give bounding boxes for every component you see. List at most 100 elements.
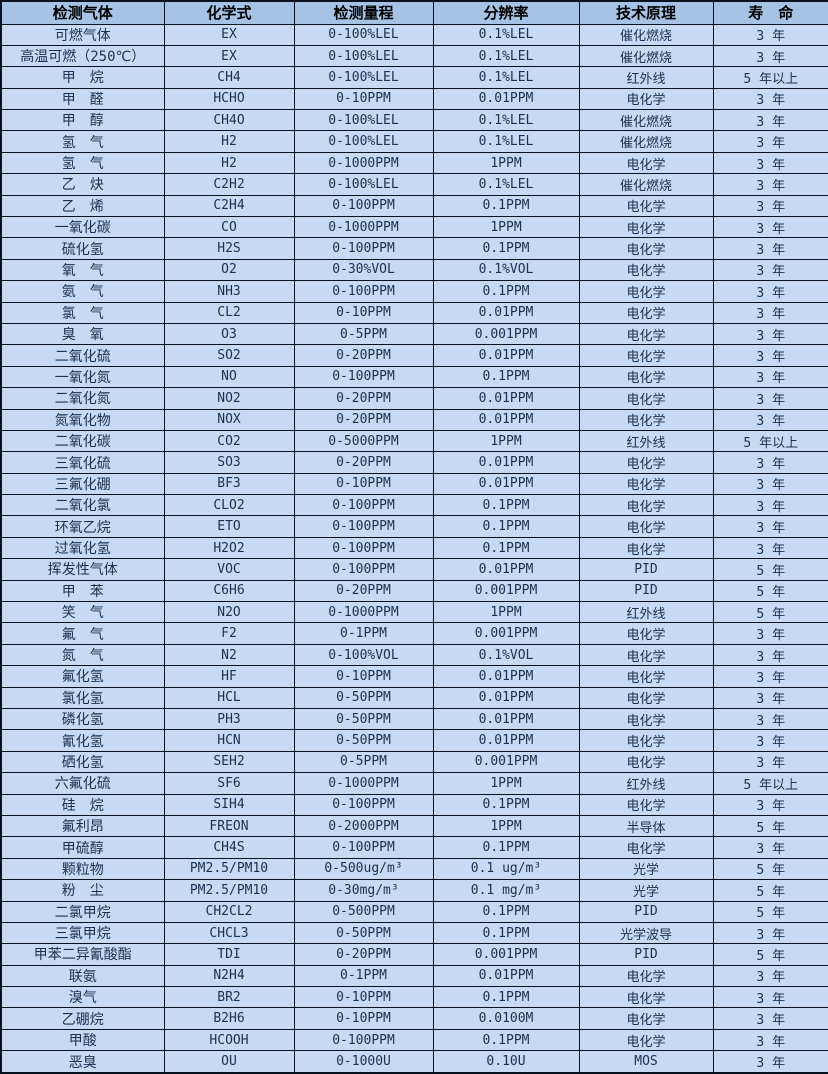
cell-range: 0-100%LEL bbox=[293, 44, 434, 68]
cell-principle: 电化学 bbox=[578, 151, 714, 175]
cell-principle: 电化学 bbox=[578, 536, 714, 560]
cell-lifespan: 5 年 bbox=[712, 943, 828, 966]
cell-principle: 电化学 bbox=[578, 622, 714, 645]
cell-formula: O2 bbox=[163, 258, 295, 282]
cell-range: 0-20PPM bbox=[293, 387, 434, 410]
cell-formula: FREON bbox=[163, 814, 295, 838]
cell-range: 0-20PPM bbox=[293, 451, 434, 474]
cell-range: 0-100%LEL bbox=[293, 130, 434, 153]
cell-gas-name: 甲硫醇 bbox=[0, 836, 165, 859]
cell-principle: PID bbox=[578, 558, 714, 581]
cell-lifespan: 3 年 bbox=[712, 494, 828, 517]
cell-formula: HCHO bbox=[163, 87, 295, 111]
col-header-formula: 化学式 bbox=[163, 0, 295, 25]
cell-range: 0-100PPM bbox=[293, 1028, 434, 1052]
cell-formula: N2O bbox=[163, 601, 295, 624]
table-row: 磷化氢 PH3 0-50PPM 0.01PPM 电化学 3 年 bbox=[0, 707, 828, 731]
cell-formula: CH4S bbox=[163, 836, 295, 859]
cell-formula: H2 bbox=[163, 130, 295, 153]
table-row: 硒化氢 SEH2 0-5PPM 0.001PPM 电化学 3 年 bbox=[0, 750, 828, 774]
table-row: 可燃气体 EX 0-100%LEL 0.1%LEL 催化燃烧 3 年 bbox=[0, 23, 828, 46]
cell-lifespan: 5 年以上 bbox=[712, 66, 828, 89]
cell-lifespan: 3 年 bbox=[712, 729, 828, 752]
cell-range: 0-100PPM bbox=[293, 194, 434, 218]
cell-resolution: 0.01PPM bbox=[432, 707, 580, 731]
cell-principle: 催化燃烧 bbox=[578, 173, 714, 196]
cell-range: 0-100%LEL bbox=[293, 173, 434, 196]
cell-formula: OU bbox=[163, 1050, 295, 1074]
cell-range: 0-5PPM bbox=[293, 750, 434, 774]
cell-principle: 催化燃烧 bbox=[578, 130, 714, 153]
col-header-range: 检测量程 bbox=[293, 0, 434, 25]
cell-gas-name: 氟利昂 bbox=[0, 814, 165, 838]
cell-resolution: 0.01PPM bbox=[432, 301, 580, 324]
cell-lifespan: 5 年 bbox=[712, 814, 828, 838]
cell-lifespan: 3 年 bbox=[712, 665, 828, 688]
cell-gas-name: 氟化氢 bbox=[0, 665, 165, 688]
cell-resolution: 0.01PPM bbox=[432, 558, 580, 581]
cell-resolution: 0.1%LEL bbox=[432, 44, 580, 68]
cell-gas-name: 环氧乙烷 bbox=[0, 515, 165, 538]
table-row: 乙 炔 C2H2 0-100%LEL 0.1%LEL 催化燃烧 3 年 bbox=[0, 173, 828, 196]
cell-resolution: 0.1PPM bbox=[432, 494, 580, 517]
cell-gas-name: 二氧化氯 bbox=[0, 494, 165, 517]
cell-lifespan: 3 年 bbox=[712, 301, 828, 324]
cell-resolution: 0.01PPM bbox=[432, 451, 580, 474]
table-row: 氯化氢 HCL 0-50PPM 0.01PPM 电化学 3 年 bbox=[0, 686, 828, 710]
cell-range: 0-20PPM bbox=[293, 344, 434, 367]
table-row: 甲 醛 HCHO 0-10PPM 0.01PPM 电化学 3 年 bbox=[0, 87, 828, 111]
cell-lifespan: 3 年 bbox=[712, 472, 828, 496]
table-row: 高温可燃（250℃） EX 0-100%LEL 0.1%LEL 催化燃烧 3 年 bbox=[0, 44, 828, 68]
col-header-lifespan: 寿 命 bbox=[712, 0, 828, 25]
cell-range: 0-100PPM bbox=[293, 836, 434, 859]
cell-gas-name: 氯 气 bbox=[0, 301, 165, 324]
cell-principle: 电化学 bbox=[578, 729, 714, 752]
cell-principle: 红外线 bbox=[578, 601, 714, 624]
cell-range: 0-50PPM bbox=[293, 921, 434, 945]
cell-resolution: 0.1PPM bbox=[432, 836, 580, 859]
cell-resolution: 0.0100M bbox=[432, 1007, 580, 1030]
cell-gas-name: 氟 气 bbox=[0, 622, 165, 645]
cell-principle: 电化学 bbox=[578, 280, 714, 303]
cell-gas-name: 二氧化碳 bbox=[0, 429, 165, 453]
cell-lifespan: 3 年 bbox=[712, 151, 828, 175]
cell-principle: 电化学 bbox=[578, 665, 714, 688]
cell-formula: NH3 bbox=[163, 280, 295, 303]
cell-range: 0-20PPM bbox=[293, 408, 434, 431]
cell-lifespan: 3 年 bbox=[712, 237, 828, 260]
cell-principle: 催化燃烧 bbox=[578, 44, 714, 68]
cell-range: 0-5PPM bbox=[293, 322, 434, 346]
cell-lifespan: 3 年 bbox=[712, 23, 828, 46]
cell-principle: 电化学 bbox=[578, 964, 714, 988]
cell-range: 0-10PPM bbox=[293, 87, 434, 111]
cell-gas-name: 氨 气 bbox=[0, 280, 165, 303]
cell-resolution: 0.1PPM bbox=[432, 237, 580, 260]
cell-formula: H2S bbox=[163, 237, 295, 260]
cell-formula: PM2.5/PM10 bbox=[163, 879, 295, 902]
cell-resolution: 0.1PPM bbox=[432, 280, 580, 303]
cell-formula: EX bbox=[163, 44, 295, 68]
cell-lifespan: 3 年 bbox=[712, 258, 828, 282]
cell-range: 0-100PPM bbox=[293, 536, 434, 560]
cell-resolution: 0.001PPM bbox=[432, 943, 580, 966]
cell-principle: 电化学 bbox=[578, 494, 714, 517]
cell-principle: 电化学 bbox=[578, 836, 714, 859]
cell-gas-name: 磷化氢 bbox=[0, 707, 165, 731]
cell-gas-name: 氢 气 bbox=[0, 151, 165, 175]
cell-formula: SEH2 bbox=[163, 750, 295, 774]
cell-formula: N2 bbox=[163, 643, 295, 667]
cell-resolution: 0.1%VOL bbox=[432, 258, 580, 282]
cell-formula: C6H6 bbox=[163, 579, 295, 603]
cell-gas-name: 二氧化氮 bbox=[0, 387, 165, 410]
table-row: 甲 烷 CH4 0-100%LEL 0.1%LEL 红外线 5 年以上 bbox=[0, 66, 828, 89]
cell-resolution: 1PPM bbox=[432, 429, 580, 453]
cell-resolution: 0.1 mg/m³ bbox=[432, 879, 580, 902]
table-row: 氧 气 O2 0-30%VOL 0.1%VOL 电化学 3 年 bbox=[0, 258, 828, 282]
cell-formula: NOX bbox=[163, 408, 295, 431]
cell-resolution: 0.1%LEL bbox=[432, 109, 580, 132]
cell-gas-name: 一氧化氮 bbox=[0, 365, 165, 389]
cell-principle: 电化学 bbox=[578, 237, 714, 260]
cell-principle: 半导体 bbox=[578, 814, 714, 838]
cell-principle: 催化燃烧 bbox=[578, 109, 714, 132]
cell-range: 0-100%VOL bbox=[293, 643, 434, 667]
